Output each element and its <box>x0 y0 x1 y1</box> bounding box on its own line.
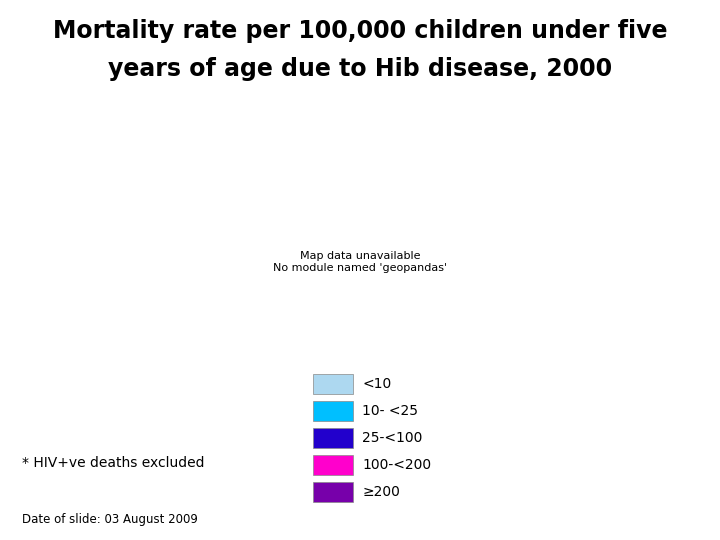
Text: 25-<100: 25-<100 <box>362 431 423 445</box>
Text: Date of slide: 03 August 2009: Date of slide: 03 August 2009 <box>22 514 197 526</box>
Text: 100-<200: 100-<200 <box>362 458 431 472</box>
Text: Mortality rate per 100,000 children under five: Mortality rate per 100,000 children unde… <box>53 19 667 43</box>
Text: Map data unavailable
No module named 'geopandas': Map data unavailable No module named 'ge… <box>273 251 447 273</box>
Text: 10- <25: 10- <25 <box>362 404 418 418</box>
Text: <10: <10 <box>362 377 392 391</box>
Text: ≥200: ≥200 <box>362 485 400 499</box>
Text: * HIV+ve deaths excluded: * HIV+ve deaths excluded <box>22 456 204 470</box>
Text: years of age due to Hib disease, 2000: years of age due to Hib disease, 2000 <box>108 57 612 80</box>
